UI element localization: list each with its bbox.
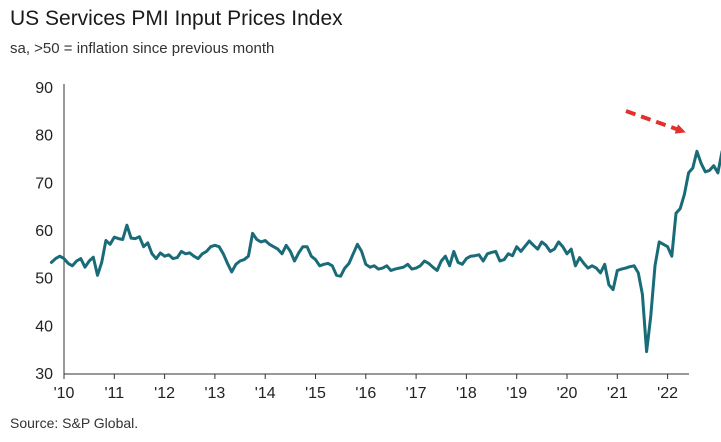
chart-title: US Services PMI Input Prices Index	[10, 7, 343, 30]
y-tick-label: 70	[35, 175, 53, 192]
annotation-arrow	[625, 109, 686, 134]
y-tick-label: 40	[35, 318, 53, 335]
x-tick-label: '17	[406, 385, 427, 402]
y-tick-label: 90	[35, 80, 53, 97]
x-tick-label: '16	[355, 385, 376, 402]
y-tick-label: 60	[35, 223, 53, 240]
x-axis-ticks: '10 '11 '12 '13 '14 '15 '16 '17 '18 '19 '20 '21 '22	[54, 374, 678, 402]
source-note: Source: S&P Global.	[10, 415, 139, 431]
x-tick-label: '15	[305, 385, 326, 402]
x-tick-label: '20	[557, 385, 578, 402]
series-line-input-prices	[49, 149, 721, 354]
x-tick-label: '21	[607, 385, 628, 402]
x-tick-label: '14	[255, 385, 276, 402]
y-tick-label: 50	[35, 271, 53, 288]
y-axis-ticks: 90 80 70 60 50 40 30	[35, 80, 53, 383]
y-tick-label: 80	[35, 128, 53, 145]
x-tick-label: '19	[506, 385, 527, 402]
y-tick-label: 30	[35, 366, 53, 383]
x-tick-label: '11	[104, 385, 124, 402]
x-tick-label: '10	[54, 385, 75, 402]
x-tick-label: '18	[456, 385, 477, 402]
x-tick-label: '22	[657, 385, 678, 402]
chart-subtitle: sa, >50 = inflation since previous month	[10, 40, 275, 57]
x-tick-label: '12	[154, 385, 175, 402]
x-tick-label: '13	[204, 385, 225, 402]
